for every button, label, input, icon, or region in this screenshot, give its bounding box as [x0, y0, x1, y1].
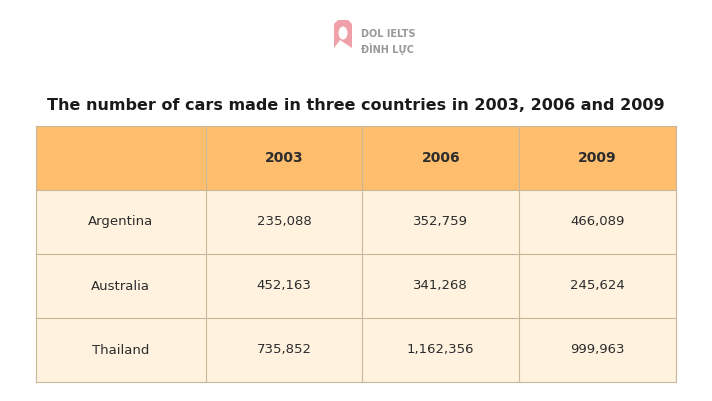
FancyBboxPatch shape	[206, 254, 362, 318]
FancyBboxPatch shape	[36, 254, 206, 318]
Text: 1,162,356: 1,162,356	[407, 344, 475, 356]
FancyBboxPatch shape	[519, 254, 676, 318]
Ellipse shape	[338, 26, 347, 40]
Text: 235,088: 235,088	[256, 215, 311, 229]
Text: 999,963: 999,963	[570, 344, 625, 356]
Text: DOL IELTS: DOL IELTS	[361, 29, 416, 39]
Text: 245,624: 245,624	[570, 279, 625, 292]
FancyBboxPatch shape	[362, 126, 519, 190]
FancyBboxPatch shape	[362, 254, 519, 318]
Text: 2006: 2006	[422, 151, 460, 165]
FancyBboxPatch shape	[362, 190, 519, 254]
Text: 735,852: 735,852	[256, 344, 312, 356]
PathPatch shape	[334, 20, 352, 48]
FancyBboxPatch shape	[206, 126, 362, 190]
FancyBboxPatch shape	[206, 318, 362, 382]
FancyBboxPatch shape	[206, 190, 362, 254]
FancyBboxPatch shape	[362, 318, 519, 382]
Text: 452,163: 452,163	[256, 279, 311, 292]
Text: Thailand: Thailand	[92, 344, 150, 356]
FancyBboxPatch shape	[519, 190, 676, 254]
Text: 2009: 2009	[578, 151, 617, 165]
Text: 2003: 2003	[265, 151, 303, 165]
Text: The number of cars made in three countries in 2003, 2006 and 2009: The number of cars made in three countri…	[47, 97, 665, 113]
Text: Argentina: Argentina	[88, 215, 153, 229]
FancyBboxPatch shape	[519, 318, 676, 382]
FancyBboxPatch shape	[36, 126, 206, 190]
Text: 352,759: 352,759	[413, 215, 468, 229]
FancyBboxPatch shape	[36, 190, 206, 254]
FancyBboxPatch shape	[36, 318, 206, 382]
Text: ĐÌNH LỰC: ĐÌNH LỰC	[361, 43, 414, 55]
Text: 466,089: 466,089	[570, 215, 625, 229]
Text: Australia: Australia	[91, 279, 150, 292]
FancyBboxPatch shape	[519, 126, 676, 190]
Text: 341,268: 341,268	[414, 279, 468, 292]
